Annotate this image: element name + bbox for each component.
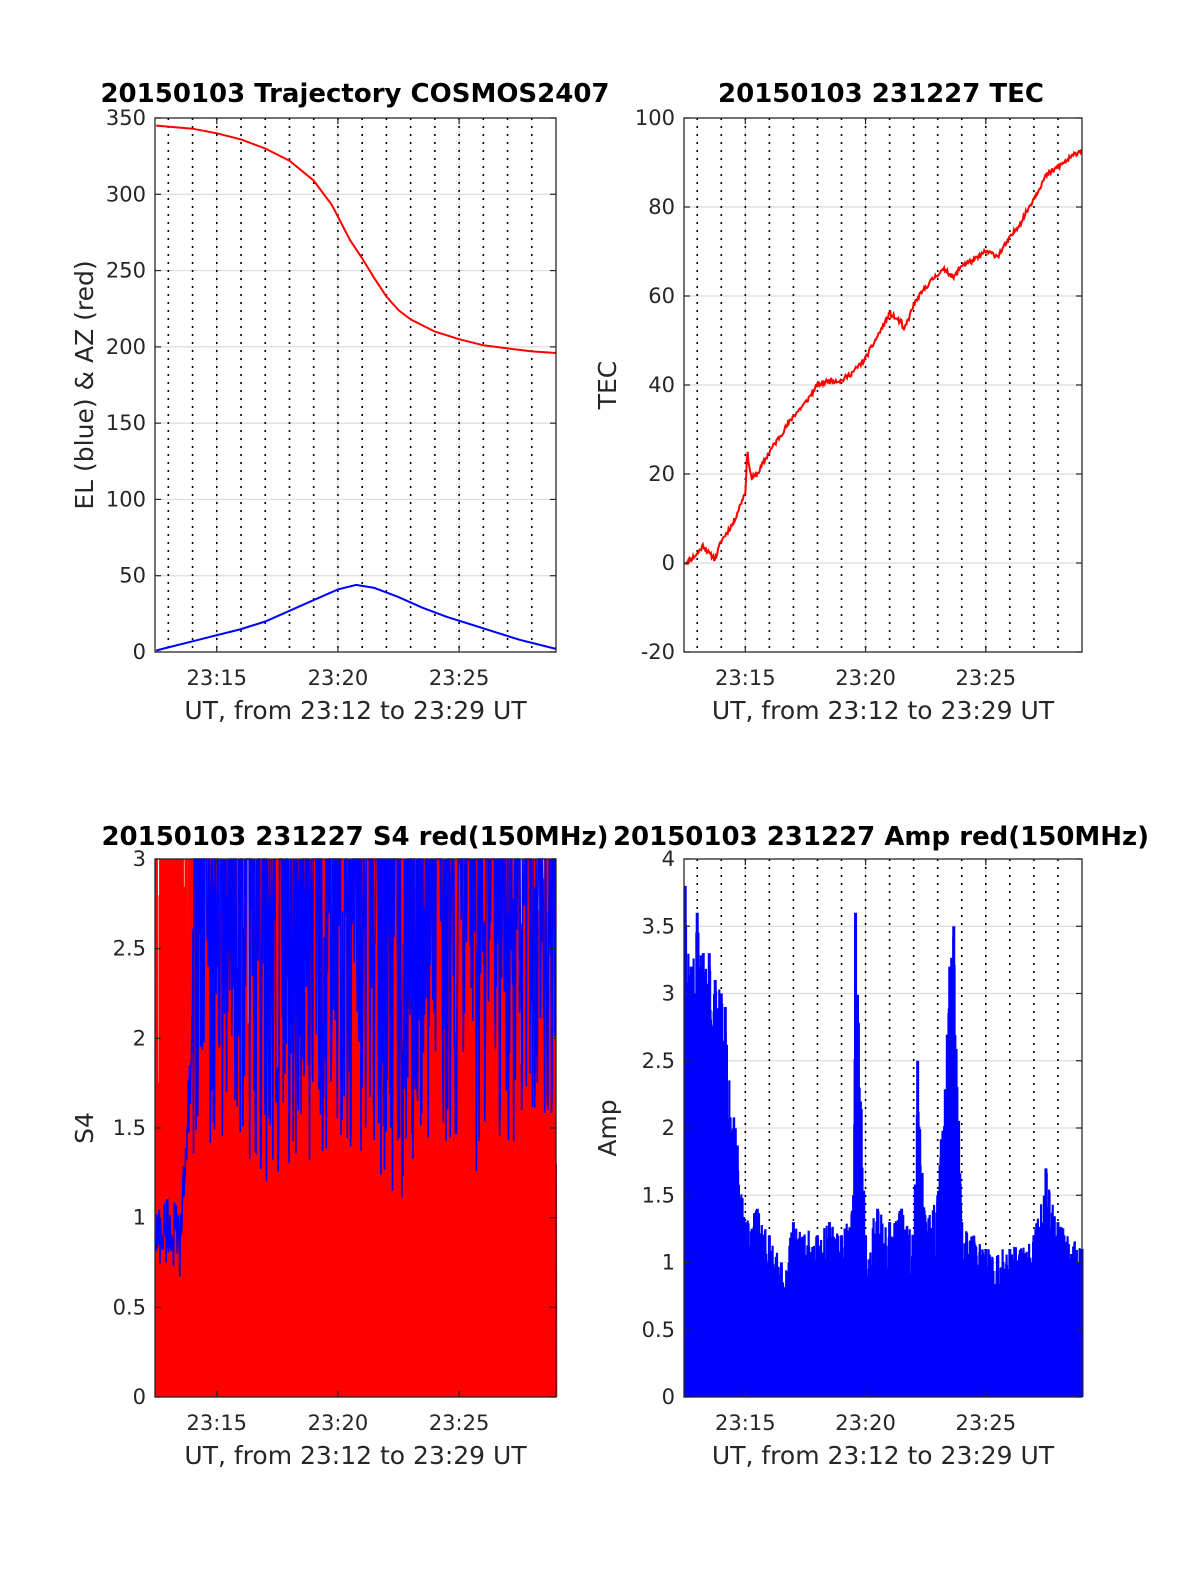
y-tick-label: 200 [106,335,146,359]
y-tick-label: 2 [133,1026,146,1050]
y-tick-label: 3.5 [642,914,675,938]
x-axis-label: UT, from 23:12 to 23:29 UT [184,1441,527,1470]
x-tick-label: 23:25 [429,666,490,690]
y-tick-label: 1 [133,1206,146,1230]
x-tick-label: 23:25 [429,1411,490,1435]
amp-panel: 0 0.5 1 1.5 2 2.5 3 3.5 4 23:15 23:20 23:25 UT, from… [593,822,1149,1470]
s4-panel: 0 0.5 1 1.5 2 2.5 3 23:15 23:20 23:25 UT, from 23:… [70,822,609,1470]
series-line-el [155,583,557,652]
x-axis-label: UT, from 23:12 to 23:29 UT [712,696,1055,725]
y-tick-label: -20 [641,640,675,664]
y-tick-label: 20 [648,462,675,486]
y-tick-label: 0 [133,640,146,664]
chart-title: 20150103 Trajectory COSMOS2407 [100,79,609,109]
x-tick-label: 23:20 [308,1411,369,1435]
x-tick-label: 23:25 [956,1411,1017,1435]
y-axis-label: Amp [593,1099,622,1156]
y-tick-label: 2.5 [642,1049,675,1073]
y-tick-label: 0 [662,551,675,575]
series-line-tec [684,149,1083,566]
x-tick-label: 23:25 [956,666,1017,690]
y-tick-label: 3 [662,982,675,1006]
y-tick-label: 4 [662,847,675,871]
x-tick-label: 23:20 [308,666,369,690]
y-tick-label: 1 [662,1251,675,1275]
y-tick-label: 250 [106,259,146,283]
y-axis-label: S4 [70,1112,99,1144]
x-tick-label: 23:15 [187,1411,248,1435]
chart-title: 20150103 231227 Amp red(150MHz) [613,822,1149,852]
y-tick-label: 100 [635,106,675,130]
axes-box [154,117,557,653]
chart-title: 20150103 231227 S4 red(150MHz) [101,822,608,852]
x-tick-label: 23:20 [835,666,896,690]
y-axis-label: TEC [593,361,622,411]
y-axis-label: EL (blue) & AZ (red) [70,260,99,509]
chart-title: 20150103 231227 TEC [718,79,1044,109]
y-tick-label: 150 [106,411,146,435]
y-tick-label: 350 [106,106,146,130]
y-tick-label: 2.5 [113,937,146,961]
y-tick-label: 60 [648,284,675,308]
x-axis-label: UT, from 23:12 to 23:29 UT [184,696,527,725]
y-tick-label: 1.5 [113,1116,146,1140]
x-tick-label: 23:15 [715,666,776,690]
y-tick-label: 0.5 [642,1318,675,1342]
trajectory-panel: 0 50 100 150 200 250 300 350 23:15 23:20 23:25 UT, … [70,79,610,725]
y-tick-label: 100 [106,487,146,511]
y-tick-label: 2 [662,1116,675,1140]
series-line-az [156,124,557,354]
x-tick-label: 23:15 [187,666,248,690]
y-tick-label: 0 [133,1385,146,1409]
x-tick-label: 23:15 [715,1411,776,1435]
tec-panel: -20 0 20 40 60 80 100 23:15 23:20 23:25 UT, from 2… [593,79,1083,725]
y-tick-label: 1.5 [642,1183,675,1207]
y-tick-label: 50 [119,564,146,588]
series-line-amp [684,925,1084,1398]
y-tick-label: 40 [648,373,675,397]
x-tick-label: 23:20 [835,1411,896,1435]
y-tick-label: 300 [106,182,146,206]
y-tick-label: 0.5 [113,1295,146,1319]
y-tick-label: 80 [648,195,675,219]
y-tick-label: 3 [133,847,146,871]
y-tick-label: 0 [662,1385,675,1409]
x-axis-label: UT, from 23:12 to 23:29 UT [712,1441,1055,1470]
